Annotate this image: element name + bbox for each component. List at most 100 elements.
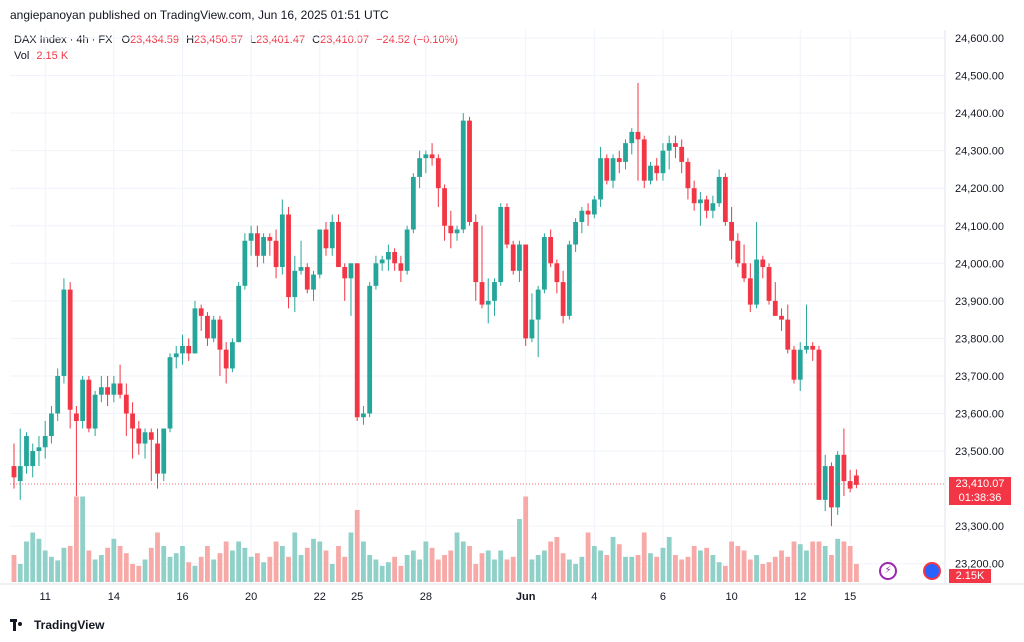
price-axis: 24,600.00 24,500.00 24,400.00 24,300.00 24,2… <box>955 33 1004 571</box>
candle-body <box>473 221 479 283</box>
candle-body <box>167 357 173 429</box>
candle-body <box>673 143 678 147</box>
volume-bar <box>816 541 822 582</box>
price-chart[interactable]: 24,600.00 24,500.00 24,400.00 24,300.00 24,2… <box>0 26 1024 610</box>
candle-body <box>448 225 454 234</box>
volume-bar <box>304 547 310 582</box>
candle-body <box>286 214 291 298</box>
volume-bar <box>747 559 753 582</box>
candle-body <box>117 383 123 395</box>
candle-body <box>361 413 366 418</box>
time-tick: 12 <box>794 591 806 603</box>
volume-bar <box>354 510 360 582</box>
candle-body <box>136 428 142 444</box>
candle-body <box>86 379 92 429</box>
volume-bar <box>797 544 803 582</box>
volume-bar <box>167 556 173 582</box>
time-tick: 28 <box>420 591 432 603</box>
volume-bar <box>448 550 454 582</box>
candle-body <box>591 199 597 215</box>
candle-body <box>423 154 429 159</box>
volume-bar <box>766 562 772 582</box>
candle-body <box>698 199 703 204</box>
volume-bar <box>785 556 791 582</box>
candle-body <box>454 229 460 234</box>
volume-bar <box>554 537 560 582</box>
candle-body <box>623 143 628 162</box>
volume-bar <box>61 547 67 582</box>
candle-body <box>329 221 335 249</box>
candle-body <box>267 237 273 241</box>
time-axis: 11 14 16 20 22 25 28 Jun 4 6 10 12 15 <box>39 591 856 603</box>
candle-body <box>679 146 685 162</box>
volume-bar <box>398 565 404 582</box>
volume-bar <box>479 553 485 582</box>
volume-bar <box>230 550 235 582</box>
volume-bar <box>111 538 117 582</box>
volume-bar <box>55 560 61 582</box>
candle-body <box>273 240 279 268</box>
time-tick: 11 <box>39 591 50 603</box>
candle-body <box>529 319 535 339</box>
time-tick: 15 <box>844 591 856 603</box>
volume-bar <box>417 559 422 582</box>
price-tick: 24,400.00 <box>955 108 1004 120</box>
candle-body <box>598 158 603 200</box>
tradingview-footer[interactable]: TradingView <box>10 618 104 632</box>
symbol-label[interactable]: DAX Index · 4h · FX <box>14 34 113 46</box>
volume-bar <box>741 550 747 582</box>
volume-bar <box>841 541 847 582</box>
volume-bar <box>67 546 73 582</box>
volume-bar <box>704 547 710 582</box>
volume-bar <box>772 556 778 582</box>
candle-body <box>404 229 410 271</box>
candle-body <box>80 379 86 422</box>
volume-legend: Vol 2.15 K <box>14 50 68 62</box>
candle-body <box>398 263 404 271</box>
volume-bar <box>379 565 385 582</box>
price-tick: 24,300.00 <box>955 146 1004 158</box>
price-tick: 24,100.00 <box>955 221 1004 233</box>
close-label: C <box>312 34 321 46</box>
volume-bar <box>74 496 79 582</box>
volume-bar <box>98 555 104 582</box>
time-tick: 20 <box>245 591 257 603</box>
candle-body <box>173 353 179 358</box>
candle-body <box>435 158 441 189</box>
candle-body <box>648 165 653 181</box>
volume-bar <box>498 550 504 582</box>
volume-bar <box>192 565 198 582</box>
volume-bar <box>130 564 135 582</box>
candle-body <box>292 270 298 298</box>
candle-body <box>816 349 822 500</box>
vol-label: Vol <box>14 50 30 62</box>
calendar-icon[interactable] <box>923 562 941 580</box>
volume-bar <box>273 541 279 582</box>
volume-bar <box>722 565 728 582</box>
price-tick: 24,600.00 <box>955 33 1004 45</box>
candle-body <box>186 345 192 354</box>
candle-body <box>772 300 778 316</box>
candle-body <box>779 315 784 320</box>
volume-bar <box>17 564 23 582</box>
candle-body <box>230 342 235 369</box>
publish-info: angiepanoyan published on TradingView.co… <box>10 8 389 22</box>
candle-body <box>535 289 541 320</box>
time-tick: 4 <box>591 591 597 603</box>
candle-body <box>17 466 23 482</box>
candle-body <box>342 267 348 279</box>
volume-bar <box>136 565 142 582</box>
candle-body <box>847 481 853 489</box>
candle-body <box>42 436 48 448</box>
candle-body <box>248 233 254 241</box>
volume-bar <box>92 559 98 582</box>
low-label: L <box>250 34 257 46</box>
candle-body <box>660 150 666 174</box>
candle-body <box>386 252 391 260</box>
volume-bar <box>286 556 291 582</box>
time-tick: 22 <box>314 591 326 603</box>
volume-bar <box>629 556 635 582</box>
candle-body <box>298 267 304 271</box>
flash-icon[interactable]: ⚡ <box>879 562 897 580</box>
current-price-label: 23,410.07 <box>949 477 1011 491</box>
